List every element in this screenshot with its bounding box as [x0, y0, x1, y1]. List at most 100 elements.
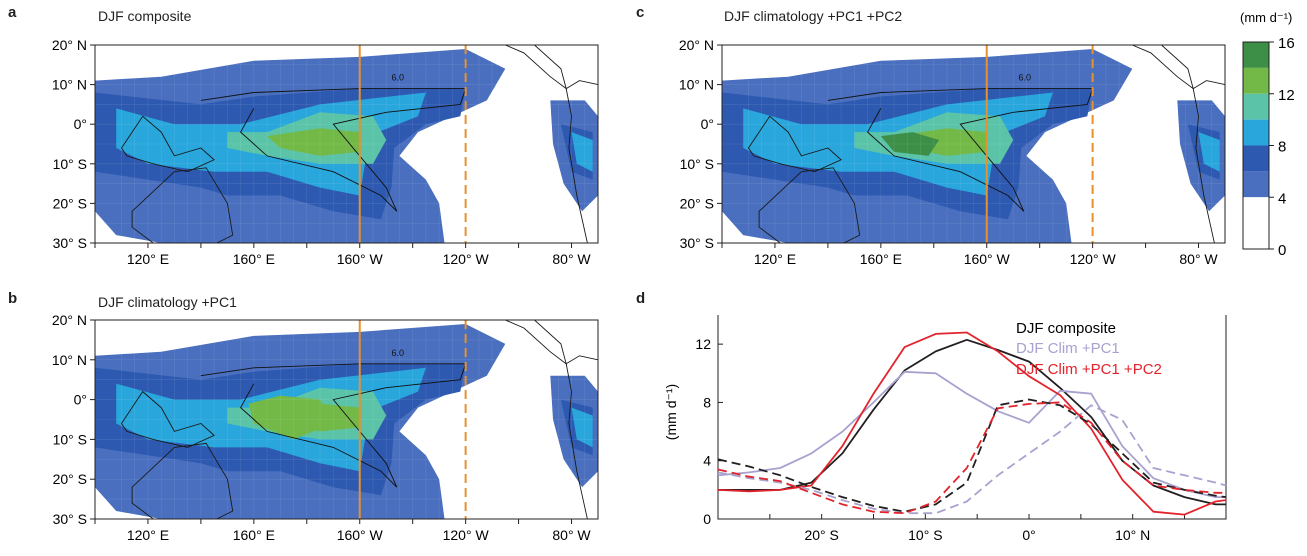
map-panel-b: 6.0 [95, 320, 598, 519]
precip-contour-region [571, 407, 593, 448]
series-line-djf-clim-pc1-pc2-dashed [717, 401, 1226, 515]
lat-tick-label: 0° [74, 116, 87, 132]
lat-tick-label: 20° S [53, 471, 87, 487]
colorbar-segment [1243, 145, 1269, 172]
lat-tick-label: 10° S [680, 156, 714, 172]
lon-tick-label: 160° W [964, 251, 1011, 267]
lat-tick-label: 20° N [679, 37, 714, 53]
colorbar-segment [1243, 171, 1269, 198]
map-panel-a: 6.0 [95, 45, 598, 243]
x-tick-label: 20° S [804, 527, 838, 543]
chart-d-ylabel: (mm d⁻¹) [663, 384, 679, 440]
y-tick-label: 4 [703, 453, 711, 469]
panel-c-label: c [636, 4, 645, 21]
contour-label: 6.0 [392, 348, 405, 358]
lon-tick-label: 120° W [1070, 251, 1117, 267]
lon-tick-label: 120° E [127, 251, 169, 267]
precip-contour-region [1198, 132, 1220, 172]
x-tick-label: 10° S [908, 527, 942, 543]
lon-tick-label: 160° W [337, 251, 384, 267]
land-south-america [1192, 80, 1225, 243]
land-maritime-continent [120, 390, 215, 448]
colorbar-tick-label: 4 [1278, 190, 1286, 207]
lat-tick-label: 10° S [53, 156, 87, 172]
lon-tick-label: 120° W [443, 527, 490, 543]
colorbar-segment [1243, 197, 1269, 224]
series-line-djf-clim-pc1-dashed [717, 404, 1227, 515]
lat-tick-label: 10° N [679, 77, 714, 93]
land-south-america [565, 355, 598, 519]
colorbar-segment [1243, 93, 1269, 120]
line-chart-d: 0 4 8 12 20° S 10° S 0° 10° N [695, 315, 1227, 543]
land-south-america [565, 80, 598, 243]
series-line-djf-composite-solid [718, 338, 1226, 506]
panel-a-title: DJF composite [98, 8, 192, 24]
contour-label: 6.0 [1019, 73, 1032, 83]
y-tick-label: 8 [703, 394, 711, 410]
lat-tick-label: 30° S [680, 235, 714, 251]
colorbar: 16 12 8 4 0 [1242, 35, 1295, 259]
series-line-djf-composite-dashed [717, 398, 1227, 513]
lon-tick-label: 120° E [754, 251, 796, 267]
map-frame [94, 319, 599, 520]
lat-tick-label: 20° S [53, 195, 87, 211]
lon-tick-label: 120° W [443, 251, 490, 267]
lat-tick-label: 20° N [52, 312, 87, 328]
precip-contour-region [571, 132, 593, 172]
map-axis-labels: 20° N 10° N 0° 10° S 20° S 30° S 120° E 160° E 1… [52, 37, 1219, 543]
colorbar-tick-label: 16 [1278, 35, 1295, 52]
lon-tick-label: 120° E [127, 527, 169, 543]
panel-b-title: DJF climatology +PC1 [98, 294, 237, 310]
lon-tick-label: 160° E [233, 527, 275, 543]
map-frame [94, 44, 599, 244]
land-maritime-continent [747, 115, 842, 173]
lon-tick-label: 160° E [233, 251, 275, 267]
map-frame [721, 44, 1226, 244]
legend-entry-composite: DJF composite [1016, 320, 1116, 337]
chart-legend: DJF composite DJF Clim +PC1 DJF Clim +PC… [1016, 320, 1162, 378]
dry-zone-region [1060, 128, 1173, 243]
precip-contour-region [248, 395, 334, 440]
x-tick-label: 0° [1022, 527, 1035, 543]
precip-contour-region [880, 132, 940, 156]
x-tick-label: 10° N [1115, 527, 1150, 543]
colorbar-segment [1243, 67, 1269, 94]
colorbar-tick-label: 8 [1278, 139, 1286, 156]
land-australia [131, 167, 234, 243]
dry-zone-region [433, 128, 546, 243]
contour-label: 6.0 [392, 73, 405, 83]
map-panel-c: 6.0 [722, 45, 1225, 243]
lon-tick-label: 80° W [552, 527, 591, 543]
legend-entry-pc1-pc2: DJF Clim +PC1 +PC2 [1016, 361, 1162, 378]
colorbar-tick-label: 12 [1278, 87, 1295, 104]
lat-tick-label: 20° S [680, 195, 714, 211]
colorbar-segment [1243, 223, 1269, 249]
series-line-djf-clim-pc1-solid [717, 370, 1226, 499]
land-central-america [505, 45, 567, 90]
map-frames [90, 44, 1226, 524]
panel-d-label: d [636, 290, 646, 307]
chart-d-axes [717, 315, 1227, 520]
colorbar-segment [1243, 42, 1269, 68]
land-australia [131, 442, 234, 519]
lon-tick-label: 160° E [860, 251, 902, 267]
lat-tick-label: 0° [701, 116, 714, 132]
y-tick-label: 0 [703, 511, 711, 527]
lat-tick-label: 20° N [52, 37, 87, 53]
lat-tick-label: 30° S [53, 511, 87, 527]
colorbar-unit: (mm d⁻¹) [1240, 10, 1292, 25]
colorbar-segment [1243, 119, 1269, 146]
lon-tick-label: 80° W [1179, 251, 1218, 267]
lat-tick-label: 10° S [53, 431, 87, 447]
land-australia [758, 167, 861, 243]
land-central-america [1132, 45, 1194, 90]
lat-tick-label: 30° S [53, 235, 87, 251]
lat-tick-label: 10° N [52, 77, 87, 93]
dry-zone-region [433, 403, 546, 519]
precip-contour-region [267, 128, 360, 156]
lon-tick-label: 80° W [552, 251, 591, 267]
panel-b-label: b [8, 290, 18, 307]
lon-tick-label: 160° W [337, 527, 384, 543]
lat-tick-label: 0° [74, 392, 87, 408]
